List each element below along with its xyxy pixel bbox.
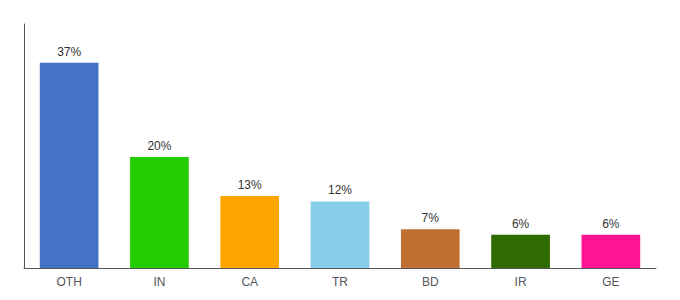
svg-text:7%: 7%	[422, 211, 440, 225]
svg-text:13%: 13%	[238, 178, 262, 192]
svg-text:12%: 12%	[328, 183, 352, 197]
svg-text:GE: GE	[602, 275, 619, 289]
svg-text:CA: CA	[241, 275, 258, 289]
svg-text:OTH: OTH	[56, 275, 81, 289]
svg-text:IN: IN	[153, 275, 165, 289]
svg-text:6%: 6%	[602, 217, 620, 231]
svg-text:IR: IR	[515, 275, 527, 289]
svg-text:6%: 6%	[512, 217, 530, 231]
svg-text:BD: BD	[422, 275, 439, 289]
svg-text:37%: 37%	[57, 45, 81, 59]
svg-text:20%: 20%	[147, 139, 171, 153]
svg-text:TR: TR	[332, 275, 348, 289]
